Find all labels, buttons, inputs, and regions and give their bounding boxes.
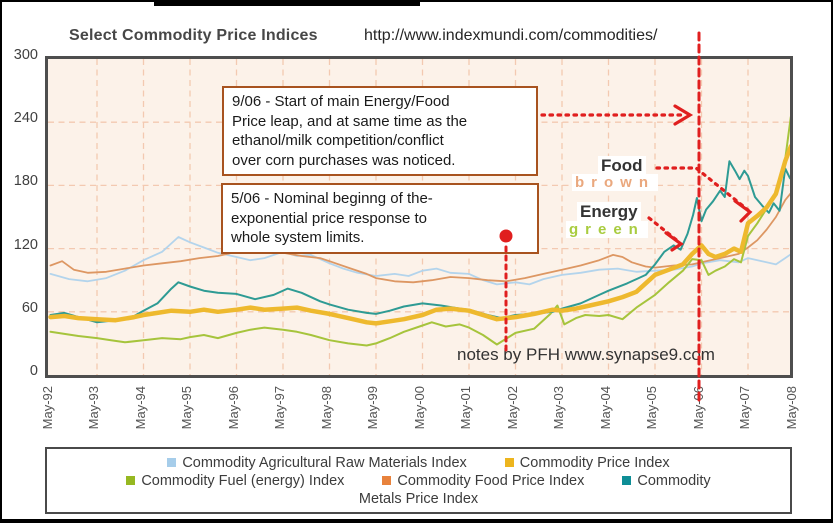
x-tick-label: May-01: [458, 386, 473, 430]
x-tick-label: May-95: [179, 386, 194, 430]
x-tick-label: May-04: [597, 386, 613, 430]
series-line: [49, 116, 790, 347]
energy-color-word: green: [566, 221, 648, 238]
annotation-box-9-06: 9/06 - Start of main Energy/Food Price l…: [222, 86, 538, 176]
legend-color-chip: [504, 458, 514, 467]
legend-label: Commodity Agricultural Raw Materials Ind…: [182, 454, 467, 471]
legend-continuation: Metals Price Index: [358, 490, 479, 507]
legend-label: Commodity Price Index: [519, 454, 670, 471]
x-tick-label: May-06: [690, 386, 706, 430]
legend-color-chip: [126, 476, 136, 485]
x-tick-label: May-07: [737, 386, 752, 430]
annotation-box-5-06: 5/06 - Nominal beginng of the- exponenti…: [221, 183, 539, 254]
source-url[interactable]: http://www.indexmundi.com/commodities/: [364, 27, 658, 44]
legend-label: Commodity Food Price Index: [397, 472, 585, 489]
legend-color-chip: [167, 458, 177, 467]
x-tick-label: May-00: [411, 386, 427, 430]
x-tick-label: May-92: [39, 386, 55, 430]
page-title: Select Commodity Price Indices: [69, 27, 318, 44]
legend-row: Commodity Fuel (energy) Index Commodity F…: [126, 472, 711, 489]
legend-item: Commodity: [622, 472, 711, 489]
legend-item: Commodity Food Price Index: [382, 473, 584, 489]
energy-series-label: Energy: [577, 202, 641, 222]
x-tick-label: May-97: [272, 386, 287, 430]
legend-item: Commodity Price Index: [504, 454, 670, 471]
legend-item: Commodity Agricultural Raw Materials Ind…: [167, 454, 467, 471]
y-tick-label: 240: [13, 110, 38, 127]
top-black-bar: [154, 2, 420, 6]
food-series-label: Food: [598, 156, 646, 176]
legend-color-chip: [622, 476, 632, 485]
chart-legend: Commodity Agricultural Raw Materials Ind…: [45, 447, 792, 514]
legend-item: Commodity Fuel (energy) Index: [126, 473, 344, 489]
food-color-word: brown: [572, 174, 658, 191]
y-tick-label: 120: [13, 236, 38, 253]
legend-label: Commodity: [637, 472, 711, 489]
x-tick-label: May-93: [86, 386, 101, 430]
legend-color-chip: [382, 476, 392, 485]
series-line: [48, 144, 790, 326]
x-tick-label: May-99: [365, 386, 380, 430]
y-tick-label: 0: [29, 363, 38, 379]
x-tick-label: May-96: [225, 386, 241, 430]
x-tick-label: May-05: [644, 386, 659, 430]
x-tick-label: May-98: [318, 386, 334, 430]
x-tick-label: May-03: [551, 386, 566, 430]
legend-label: Commodity Fuel (energy) Index: [141, 472, 345, 489]
credit-note: notes by PFH www.synapse9.com: [457, 345, 715, 364]
y-tick-label: 180: [13, 173, 38, 190]
x-tick-label: May-02: [504, 386, 520, 430]
x-tick-label: May-94: [132, 386, 148, 430]
y-tick-label: 60: [21, 299, 38, 316]
legend-row: Commodity Agricultural Raw Materials Ind…: [167, 454, 670, 471]
y-tick-label: 300: [13, 47, 38, 63]
series-line: [49, 236, 790, 286]
x-tick-label: May-08: [783, 386, 799, 430]
